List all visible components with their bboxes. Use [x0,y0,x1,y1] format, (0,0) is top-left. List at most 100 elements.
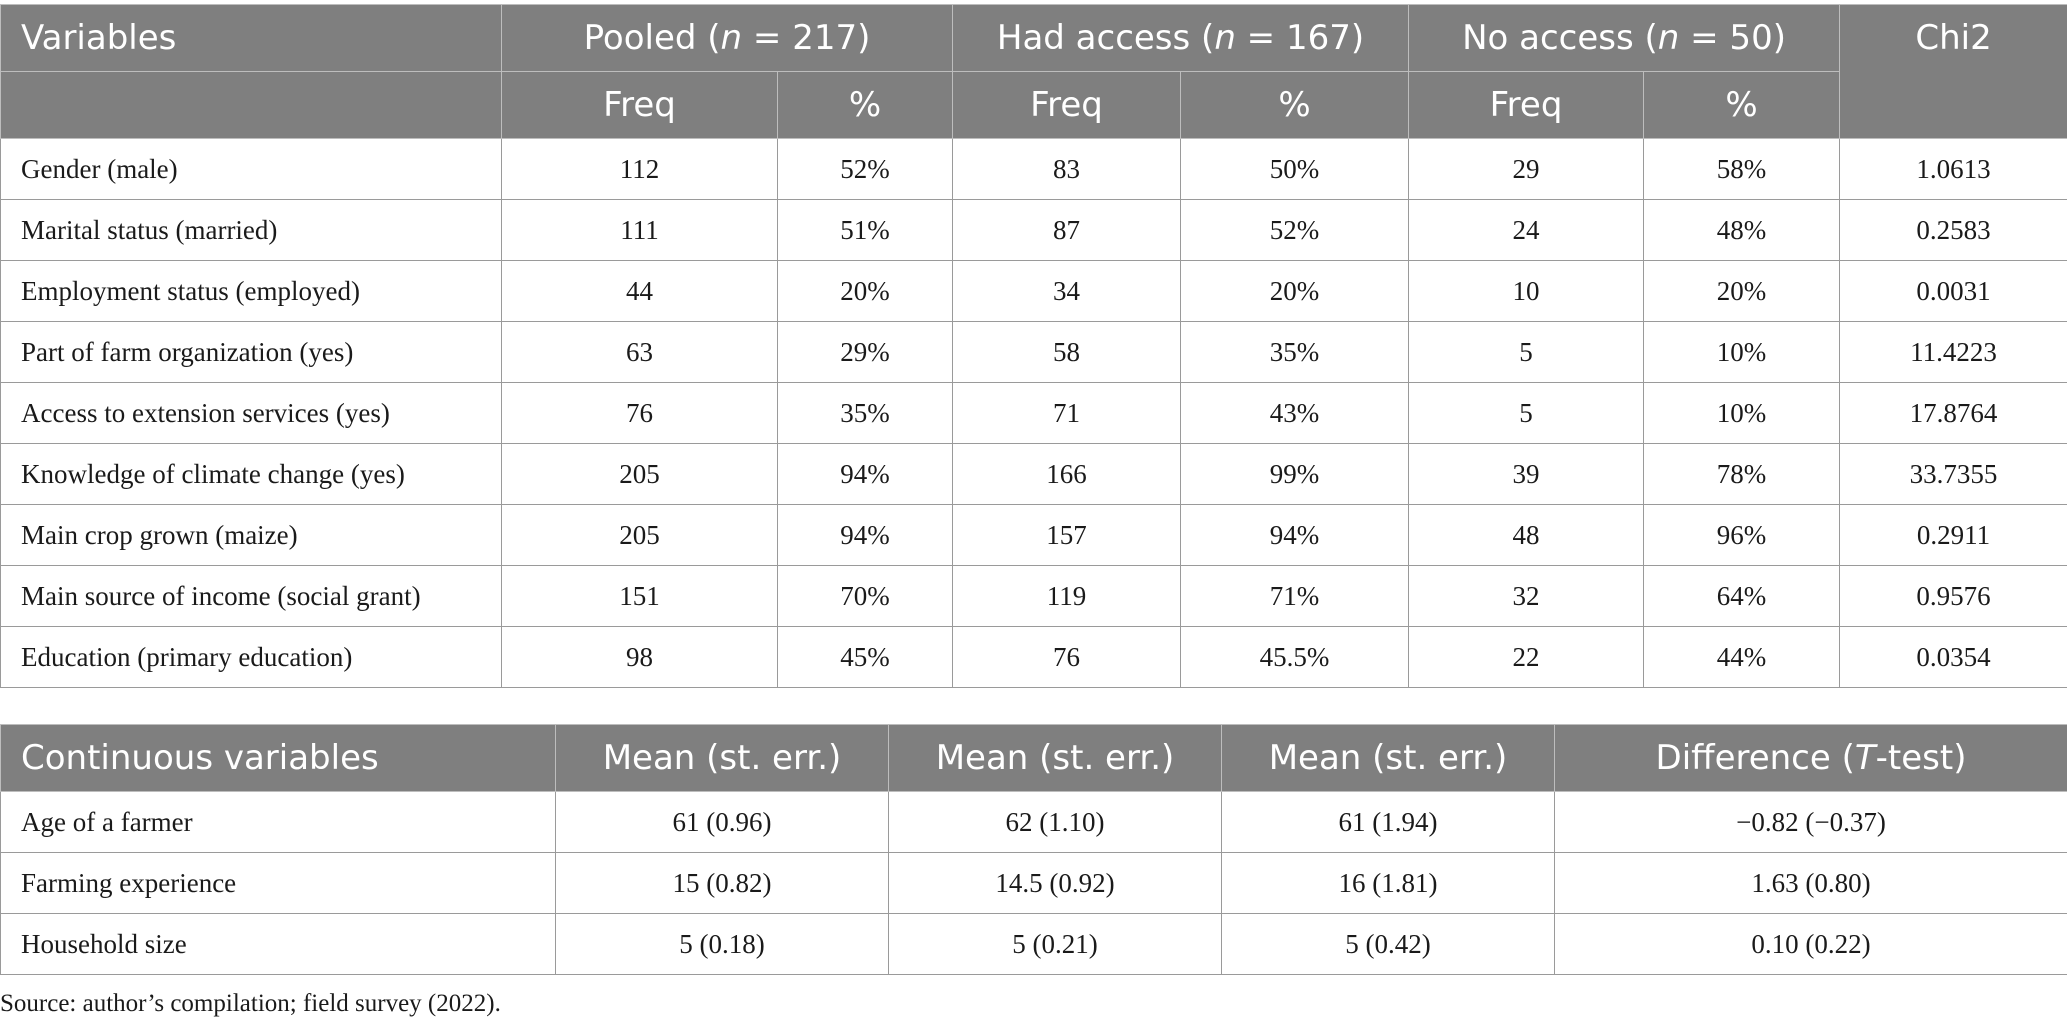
table-cell: 10% [1643,321,1841,383]
table-row: Household size 5 (0.18) 5 (0.21) 5 (0.42) 0.… [0,913,2067,975]
table-cell: 16 (1.81) [1221,852,1555,914]
header-pct: % [1643,71,1841,139]
table-cell: 0.0031 [1839,260,2067,322]
table-cell: 71% [1179,565,1410,627]
table-cell: 52% [1179,199,1410,261]
row-label: Marital status (married) [0,199,502,261]
header-mean-no-access: Mean (st. err.) [1221,724,1555,792]
row-label: Education (primary education) [0,626,502,688]
table-cell: 20% [1179,260,1410,322]
table-cell: 87 [952,199,1181,261]
header-variables: Variables [0,4,502,72]
table-cell: 5 [1408,321,1645,383]
header-empty [0,71,502,139]
table-cell: 0.9576 [1839,565,2067,627]
table-cell: 71 [952,382,1181,444]
table-cell: 29 [1408,138,1645,200]
table1-body: Gender (male) 112 52% 83 50% 29 58% 1.0613 Marit… [0,138,2067,688]
table-cell: 83 [952,138,1181,200]
table-cell: 20% [777,260,953,322]
table-cell: 151 [501,565,778,627]
table-cell: 76 [501,382,778,444]
table-row: Main source of income (social grant) 151 7… [0,565,2067,627]
row-label: Knowledge of climate change (yes) [0,443,502,505]
table-cell: 61 (0.96) [555,791,889,853]
table-cell: 14.5 (0.92) [888,852,1222,914]
table-cell: 1.63 (0.80) [1554,852,2067,914]
table-cell: 70% [777,565,953,627]
header-mean-had-access: Mean (st. err.) [888,724,1222,792]
table-row: Gender (male) 112 52% 83 50% 29 58% 1.0613 [0,138,2067,200]
table-cell: 52% [777,138,953,200]
table-cell: 58% [1643,138,1841,200]
header-continuous-variables: Continuous variables [0,724,556,792]
header-chi2: Chi2 [1839,4,2067,139]
table-cell: 157 [952,504,1181,566]
table-cell: 44% [1643,626,1841,688]
table-cell: 45% [777,626,953,688]
table-cell: 35% [777,382,953,444]
table-cell: 20% [1643,260,1841,322]
table-cell: 111 [501,199,778,261]
header-had-access: Had access (n = 167) [951,4,1410,72]
header-pooled: Pooled (n = 217) [501,4,953,72]
header-difference: Difference (T-test) [1554,724,2067,792]
table-cell: 10% [1643,382,1841,444]
table-cell: 24 [1408,199,1645,261]
table-cell: 0.0354 [1839,626,2067,688]
table-cell: 5 (0.18) [555,913,889,975]
table-cell: 63 [501,321,778,383]
table-cell: 94% [777,504,953,566]
table2-header-row: Continuous variables Mean (st. err.) Mea… [0,724,2067,792]
table-row: Marital status (married) 111 51% 87 52% 24 48%… [0,199,2067,261]
row-label: Access to extension services (yes) [0,382,502,444]
row-label: Gender (male) [0,138,502,200]
row-label: Farming experience [0,852,556,914]
table-cell: 64% [1643,565,1841,627]
table-cell: 48 [1408,504,1645,566]
table-cell: 35% [1179,321,1410,383]
header-mean-pooled: Mean (st. err.) [555,724,889,792]
table2-body: Age of a farmer 61 (0.96) 62 (1.10) 61 (1.9… [0,791,2067,975]
table-cell: 205 [501,443,778,505]
table-cell: 45.5% [1179,626,1410,688]
header-pct: % [777,71,953,139]
row-label: Main crop grown (maize) [0,504,502,566]
table-cell: 17.8764 [1839,382,2067,444]
table-cell: 39 [1408,443,1645,505]
row-label: Household size [0,913,556,975]
table-cell: 43% [1179,382,1410,444]
table-cell: 94% [1179,504,1410,566]
table-cell: 1.0613 [1839,138,2067,200]
table-cell: 0.10 (0.22) [1554,913,2067,975]
header-freq: Freq [952,71,1181,139]
table-cell: 44 [501,260,778,322]
table-cell: 15 (0.82) [555,852,889,914]
table-row: Access to extension services (yes) 76 35% 7… [0,382,2067,444]
table-cell: −0.82 (−0.37) [1554,791,2067,853]
row-label: Part of farm organization (yes) [0,321,502,383]
table-cell: 0.2911 [1839,504,2067,566]
header-no-access: No access (n = 50) [1408,4,1841,72]
header-freq: Freq [1408,71,1645,139]
table-cell: 5 [1408,382,1645,444]
table-cell: 76 [952,626,1181,688]
table-row: Age of a farmer 61 (0.96) 62 (1.10) 61 (1.9… [0,791,2067,853]
table-cell: 0.2583 [1839,199,2067,261]
table-row: Farming experience 15 (0.82) 14.5 (0.92) 16… [0,852,2067,914]
table-cell: 62 (1.10) [888,791,1222,853]
table-cell: 119 [952,565,1181,627]
table1-header-row-2: Freq % Freq % Freq % [0,71,2067,139]
table-cell: 11.4223 [1839,321,2067,383]
table-cell: 78% [1643,443,1841,505]
table-row: Employment status (employed) 44 20% 34 20% 10… [0,260,2067,322]
table-cell: 5 (0.21) [888,913,1222,975]
table1-header-row-1: Variables Pooled (n = 217) Had access (n… [0,4,2067,139]
source-note: Source: author’s compilation; field surv… [0,990,501,1017]
table-cell: 33.7355 [1839,443,2067,505]
continuous-variables-table: Continuous variables Mean (st. err.) Mea… [0,724,2067,975]
table-row: Part of farm organization (yes) 63 29% 58 35… [0,321,2067,383]
table-cell: 50% [1179,138,1410,200]
table-cell: 205 [501,504,778,566]
table-cell: 5 (0.42) [1221,913,1555,975]
